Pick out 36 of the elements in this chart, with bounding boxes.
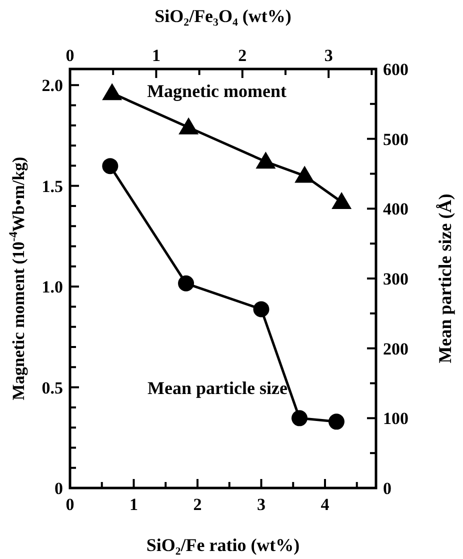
y-tick-label: 0 bbox=[54, 479, 63, 498]
y2-tick-label: 400 bbox=[383, 200, 408, 219]
y-tick-label: 0.5 bbox=[42, 378, 63, 398]
y2-tick-label: 200 bbox=[383, 339, 408, 358]
y2-tick-label: 300 bbox=[383, 270, 408, 288]
point bbox=[102, 158, 118, 174]
point bbox=[328, 414, 344, 430]
x2-axis-title: SiO₂/Fe₃O₄ (wt%) bbox=[154, 6, 292, 26]
x2-tick-label: 2 bbox=[238, 46, 247, 65]
x-tick-label: 4 bbox=[320, 495, 330, 514]
x2-tick-label: 0 bbox=[66, 46, 74, 65]
y-tick-label: 2.0 bbox=[42, 76, 63, 96]
y-tick-label: 1.0 bbox=[42, 278, 63, 297]
point bbox=[256, 152, 276, 169]
series-label: Mean particle size bbox=[148, 378, 288, 398]
point bbox=[294, 166, 315, 183]
point bbox=[332, 192, 352, 209]
y2-axis-title: Mean particle size (Å) bbox=[435, 194, 455, 364]
x-axis-title: SiO₂/Fe ratio (wt%) bbox=[146, 535, 300, 555]
x2-tick-label: 1 bbox=[152, 46, 160, 65]
point bbox=[253, 301, 270, 318]
y2-tick-label: 0 bbox=[383, 479, 392, 498]
series-label: Magnetic moment bbox=[147, 81, 287, 102]
x-tick-label: 2 bbox=[193, 495, 202, 514]
y2-tick-label: 100 bbox=[383, 409, 408, 428]
point bbox=[178, 117, 199, 134]
y2-tick-label: 500 bbox=[383, 130, 408, 149]
point bbox=[178, 275, 194, 292]
x2-tick-label: 3 bbox=[324, 46, 333, 65]
x-tick-label: 0 bbox=[66, 495, 74, 514]
y2-tick-label: 600 bbox=[383, 60, 408, 79]
y-tick-label: 1.5 bbox=[42, 176, 63, 196]
x-tick-label: 1 bbox=[130, 495, 138, 514]
point bbox=[292, 410, 308, 426]
point bbox=[102, 83, 122, 100]
x-tick-label: 3 bbox=[257, 495, 266, 514]
